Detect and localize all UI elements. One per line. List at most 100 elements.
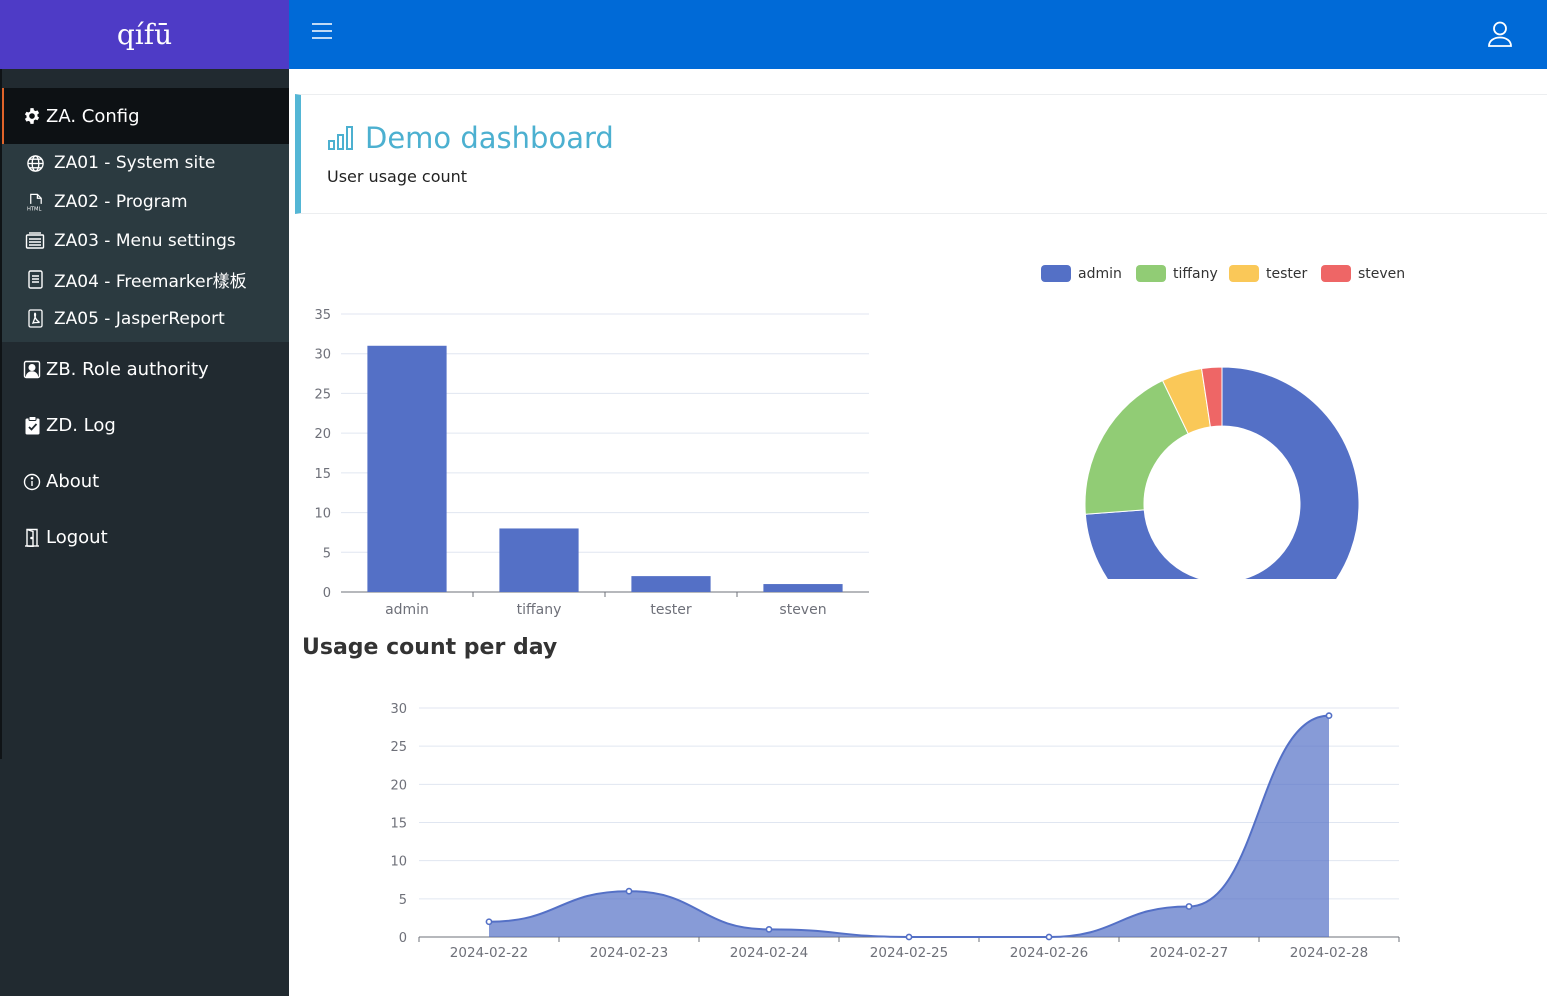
usage-per-day-title: Usage count per day <box>302 635 558 660</box>
bar-y-tick-label: 25 <box>314 387 331 402</box>
svg-text:HTML: HTML <box>26 207 41 212</box>
area-y-tick-label: 10 <box>390 855 407 870</box>
bar-chart-user-usage: 0 5 10 15 20 25 30 35 admin tiffany tester steven <box>314 308 869 618</box>
sidebar-item-za01[interactable]: ZA01 - System site <box>0 144 289 183</box>
sidebar-gap <box>0 69 289 88</box>
bar-tester <box>631 576 711 592</box>
sidebar-item-label: ZA03 - Menu settings <box>54 230 236 251</box>
area-y-tick-label: 5 <box>399 893 407 908</box>
pie-slice-admin <box>1084 366 1360 579</box>
clipboard-check-icon <box>22 416 42 436</box>
legend-label-tiffany: tiffany <box>1173 266 1218 282</box>
legend-label-steven: steven <box>1358 266 1405 282</box>
bar-x-tick-label: steven <box>779 602 826 618</box>
area-y-tick-label: 25 <box>390 740 407 755</box>
legend-swatch-steven <box>1321 265 1351 282</box>
sidebar-group-label: ZA. Config <box>46 105 140 127</box>
person-badge-icon <box>22 360 42 380</box>
area-x-tick-label: 2024-02-26 <box>1010 945 1088 961</box>
user-menu-button[interactable] <box>1487 20 1513 48</box>
sidebar-item-label: ZA04 - Freemarker樣板 <box>54 272 247 293</box>
area-x-tick-label: 2024-02-22 <box>450 945 528 961</box>
legend-swatch-admin <box>1041 265 1071 282</box>
area-x-tick-label: 2024-02-25 <box>870 945 948 961</box>
menu-list-icon <box>24 230 46 252</box>
sidebar-item-label: ZA01 - System site <box>54 153 216 174</box>
bar-y-tick-label: 30 <box>314 348 331 363</box>
area-point-2024-02-22 <box>485 918 493 926</box>
sidebar-item-za03[interactable]: ZA03 - Menu settings <box>0 222 289 261</box>
sidebar-group-logout[interactable]: Logout <box>0 510 289 566</box>
document-icon <box>24 269 46 291</box>
sidebar-submenu-za: ZA01 - System site HTML ZA02 - Program Z… <box>0 144 289 342</box>
hamburger-menu-button[interactable] <box>311 21 333 41</box>
main-content: Demo dashboard User usage count 0 5 10 15 20… <box>289 69 1547 996</box>
sidebar: qífū ZA. Config ZA01 - System site HTML … <box>0 0 289 996</box>
area-y-tick-label: 0 <box>399 931 407 946</box>
area-point-2024-02-27 <box>1185 903 1193 910</box>
area-x-tick-label: 2024-02-24 <box>730 945 808 961</box>
sidebar-group-zb-role[interactable]: ZB. Role authority <box>0 342 289 398</box>
area-y-tick-label: 30 <box>390 702 407 717</box>
area-point-2024-02-24 <box>765 925 773 933</box>
bar-y-tick-label: 20 <box>314 427 331 442</box>
area-y-tick-label: 15 <box>390 817 407 832</box>
bar-tiffany <box>499 528 579 592</box>
sidebar-group-za-config[interactable]: ZA. Config <box>0 88 289 144</box>
area-x-tick-label: 2024-02-28 <box>1290 945 1368 961</box>
bar-signal-icon <box>328 126 353 150</box>
sidebar-group-label: About <box>46 471 100 493</box>
bar-y-tick-label: 0 <box>323 586 331 601</box>
area-point-2024-02-28 <box>1325 712 1333 720</box>
area-point-2024-02-26 <box>1045 933 1053 941</box>
dashboard-header-card: Demo dashboard User usage count <box>295 94 1547 214</box>
gear-icon <box>22 106 42 126</box>
area-point-2024-02-23 <box>625 887 633 895</box>
sidebar-item-za04[interactable]: ZA04 - Freemarker樣板 <box>0 260 289 299</box>
area-y-tick-label: 20 <box>390 778 407 793</box>
bar-admin <box>367 345 447 592</box>
pie-slice-steven <box>1201 366 1223 428</box>
area-x-tick-label: 2024-02-23 <box>590 945 668 961</box>
html-file-icon: HTML <box>24 191 46 213</box>
sidebar-group-label: ZB. Role authority <box>46 359 209 381</box>
legend-label-admin: admin <box>1078 266 1122 282</box>
user-icon <box>1488 21 1512 47</box>
sidebar-group-zd-log[interactable]: ZD. Log <box>0 398 289 454</box>
legend-swatch-tester <box>1229 265 1259 282</box>
sidebar-group-label: Logout <box>46 527 108 549</box>
pdf-file-icon <box>24 308 46 330</box>
sidebar-item-za02[interactable]: HTML ZA02 - Program <box>0 183 289 222</box>
sidebar-group-about[interactable]: About <box>0 454 289 510</box>
sidebar-item-za05[interactable]: ZA05 - JasperReport <box>0 299 289 338</box>
info-circle-icon <box>22 472 42 492</box>
bar-y-tick-label: 10 <box>314 507 331 522</box>
bar-x-tick-label: tester <box>650 602 691 618</box>
bar-steven <box>763 584 843 592</box>
bar-x-tick-label: tiffany <box>517 602 562 618</box>
legend-label-tester: tester <box>1266 266 1307 282</box>
sidebar-group-label: ZD. Log <box>46 415 116 437</box>
bar-y-tick-label: 15 <box>314 467 331 482</box>
sidebar-edge-line <box>0 69 2 759</box>
page-title-text: Demo dashboard <box>365 121 614 155</box>
door-icon <box>22 528 42 548</box>
sidebar-item-label: ZA02 - Program <box>54 192 188 213</box>
sidebar-item-label: ZA05 - JasperReport <box>54 308 225 329</box>
hamburger-icon <box>312 23 332 39</box>
area-fill <box>489 715 1329 937</box>
legend-swatch-tiffany <box>1136 265 1166 282</box>
area-chart-usage-per-day: 0 5 10 15 20 25 30 2024-02-22 2024-02-23 2024-02-… <box>390 702 1400 961</box>
brand-logo[interactable]: qífū <box>0 0 289 69</box>
pie-chart-user-usage: admin tiffany tester steven <box>1041 265 1405 579</box>
area-point-2024-02-25 <box>905 933 913 941</box>
topbar <box>289 0 1547 69</box>
page-subtitle: User usage count <box>327 167 468 186</box>
bar-x-tick-label: admin <box>385 602 429 618</box>
bar-y-tick-label: 35 <box>314 308 331 323</box>
globe-icon <box>24 152 46 174</box>
page-title: Demo dashboard <box>327 121 614 155</box>
area-x-tick-label: 2024-02-27 <box>1150 945 1228 961</box>
bar-y-tick-label: 5 <box>323 546 331 561</box>
